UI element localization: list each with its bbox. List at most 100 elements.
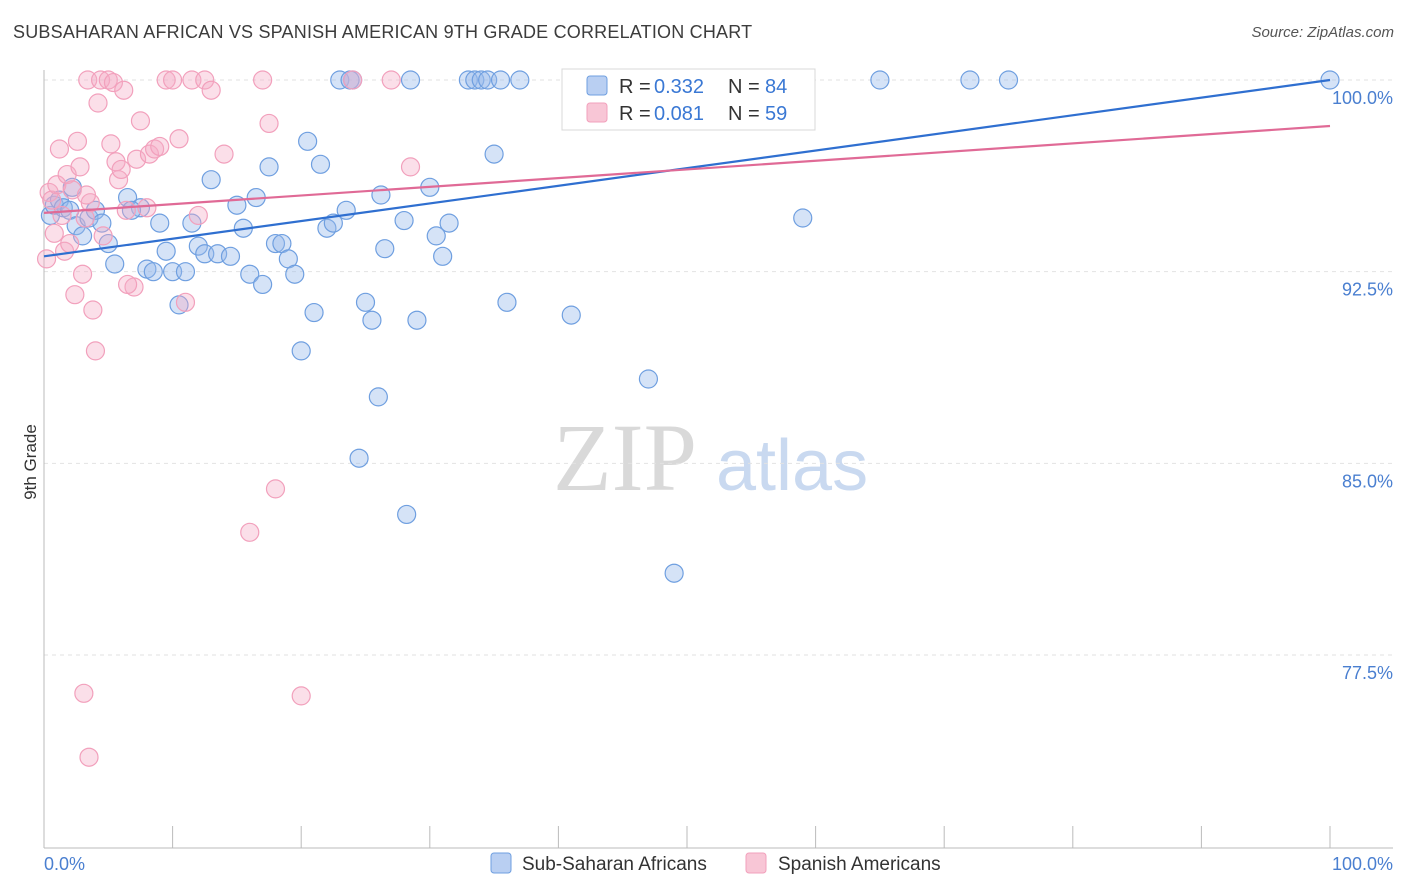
legend-r-value-2: 0.081 (654, 103, 704, 125)
chart-title: SUBSAHARAN AFRICAN VS SPANISH AMERICAN 9… (13, 22, 753, 42)
point-sub-saharan (304, 302, 324, 323)
point-sub-saharan (259, 157, 279, 177)
point-sub-saharan (664, 563, 684, 583)
point-sub-saharan (298, 131, 318, 151)
point-spanish (44, 223, 64, 243)
point-sub-saharan (317, 218, 337, 238)
point-spanish (98, 70, 118, 90)
point-spanish (39, 182, 59, 203)
trend-line-spanish (43, 124, 1331, 214)
source-label: Source: ZipAtlas.com (1251, 24, 1394, 41)
point-spanish (116, 200, 136, 220)
point-spanish (47, 175, 67, 195)
trend-line-sub-saharan (43, 78, 1331, 258)
point-spanish (291, 686, 311, 706)
x-tick-label-start: 0.0% (44, 854, 85, 874)
legend-r-value-1: 0.332 (654, 76, 704, 98)
point-sub-saharan (394, 210, 414, 231)
point-spanish (175, 292, 196, 312)
point-spanish (103, 72, 124, 93)
point-spanish (139, 144, 160, 164)
point-spanish (85, 341, 106, 361)
point-spanish (381, 70, 401, 90)
point-sub-saharan (638, 369, 659, 389)
legend-swatch-sub-saharan (490, 852, 512, 874)
data-points (36, 70, 1340, 767)
point-sub-saharan (510, 70, 530, 90)
series-legend: Sub-Saharan Africans Spanish Americans (490, 852, 941, 875)
point-spanish (65, 285, 85, 305)
point-spanish (201, 80, 221, 100)
point-sub-saharan (220, 246, 241, 266)
point-spanish (117, 274, 138, 295)
point-spanish (111, 159, 131, 180)
watermark-atlas: atlas (716, 426, 868, 506)
point-sub-saharan (397, 504, 417, 525)
legend-n-label-2: N = (728, 103, 760, 125)
point-sub-saharan (426, 226, 446, 246)
y-tick-label: 92.5% (1342, 280, 1393, 300)
stats-legend: R = 0.332 N = 84 R = 0.081 N = 59 (561, 68, 816, 131)
point-sub-saharan (188, 236, 208, 256)
point-sub-saharan (310, 154, 331, 174)
point-sub-saharan (484, 144, 504, 164)
point-sub-saharan (105, 254, 125, 274)
point-spanish (114, 80, 134, 100)
y-axis-title: 9th Grade (21, 424, 40, 500)
point-spanish (88, 93, 108, 113)
point-spanish (214, 144, 234, 164)
point-spanish (144, 139, 165, 159)
point-sub-saharan (793, 208, 813, 228)
point-sub-saharan (375, 239, 395, 259)
point-sub-saharan (253, 274, 273, 295)
point-spanish (240, 522, 260, 542)
point-spanish (79, 747, 99, 767)
point-spanish (343, 70, 363, 90)
point-spanish (188, 205, 208, 226)
legend-r-label-2: R = (619, 103, 651, 125)
legend-swatch-spanish (745, 852, 767, 874)
legend-n-label-1: N = (728, 76, 760, 98)
point-spanish (60, 233, 80, 254)
point-spanish (49, 139, 70, 159)
point-spanish (130, 111, 151, 131)
trend-lines (43, 78, 1331, 258)
point-sub-saharan (285, 264, 305, 284)
point-spanish (156, 70, 176, 90)
legend-r-label-1: R = (619, 76, 651, 98)
legend-label-spanish: Spanish Americans (778, 854, 941, 875)
point-sub-saharan (490, 70, 511, 90)
point-spanish (62, 180, 82, 200)
point-sub-saharan (355, 292, 376, 312)
point-sub-saharan (362, 310, 382, 330)
point-spanish (195, 70, 215, 90)
point-spanish (137, 198, 157, 218)
point-sub-saharan (561, 305, 581, 325)
point-spanish (400, 157, 421, 177)
point-spanish (67, 131, 88, 151)
point-sub-saharan (433, 246, 453, 266)
legend-label-sub-saharan: Sub-Saharan Africans (522, 854, 707, 875)
point-sub-saharan (323, 213, 343, 233)
point-spanish (42, 190, 62, 210)
point-spanish (72, 264, 93, 284)
watermark-zip: ZIP (553, 404, 697, 511)
point-sub-saharan (998, 70, 1019, 90)
point-sub-saharan (960, 70, 980, 90)
point-spanish (150, 136, 170, 157)
point-sub-saharan (182, 213, 202, 233)
point-spanish (265, 479, 286, 499)
point-spanish (169, 129, 189, 149)
point-sub-saharan (156, 241, 176, 261)
point-sub-saharan (497, 292, 517, 312)
point-spanish (163, 70, 183, 90)
point-sub-saharan (143, 262, 163, 282)
point-sub-saharan (265, 233, 286, 254)
point-spanish (52, 205, 72, 226)
point-spanish (83, 300, 103, 320)
point-spanish (70, 157, 90, 177)
point-spanish (253, 70, 273, 90)
legend-n-value-1: 84 (765, 76, 787, 98)
point-spanish (93, 226, 113, 246)
point-sub-saharan (870, 70, 890, 90)
